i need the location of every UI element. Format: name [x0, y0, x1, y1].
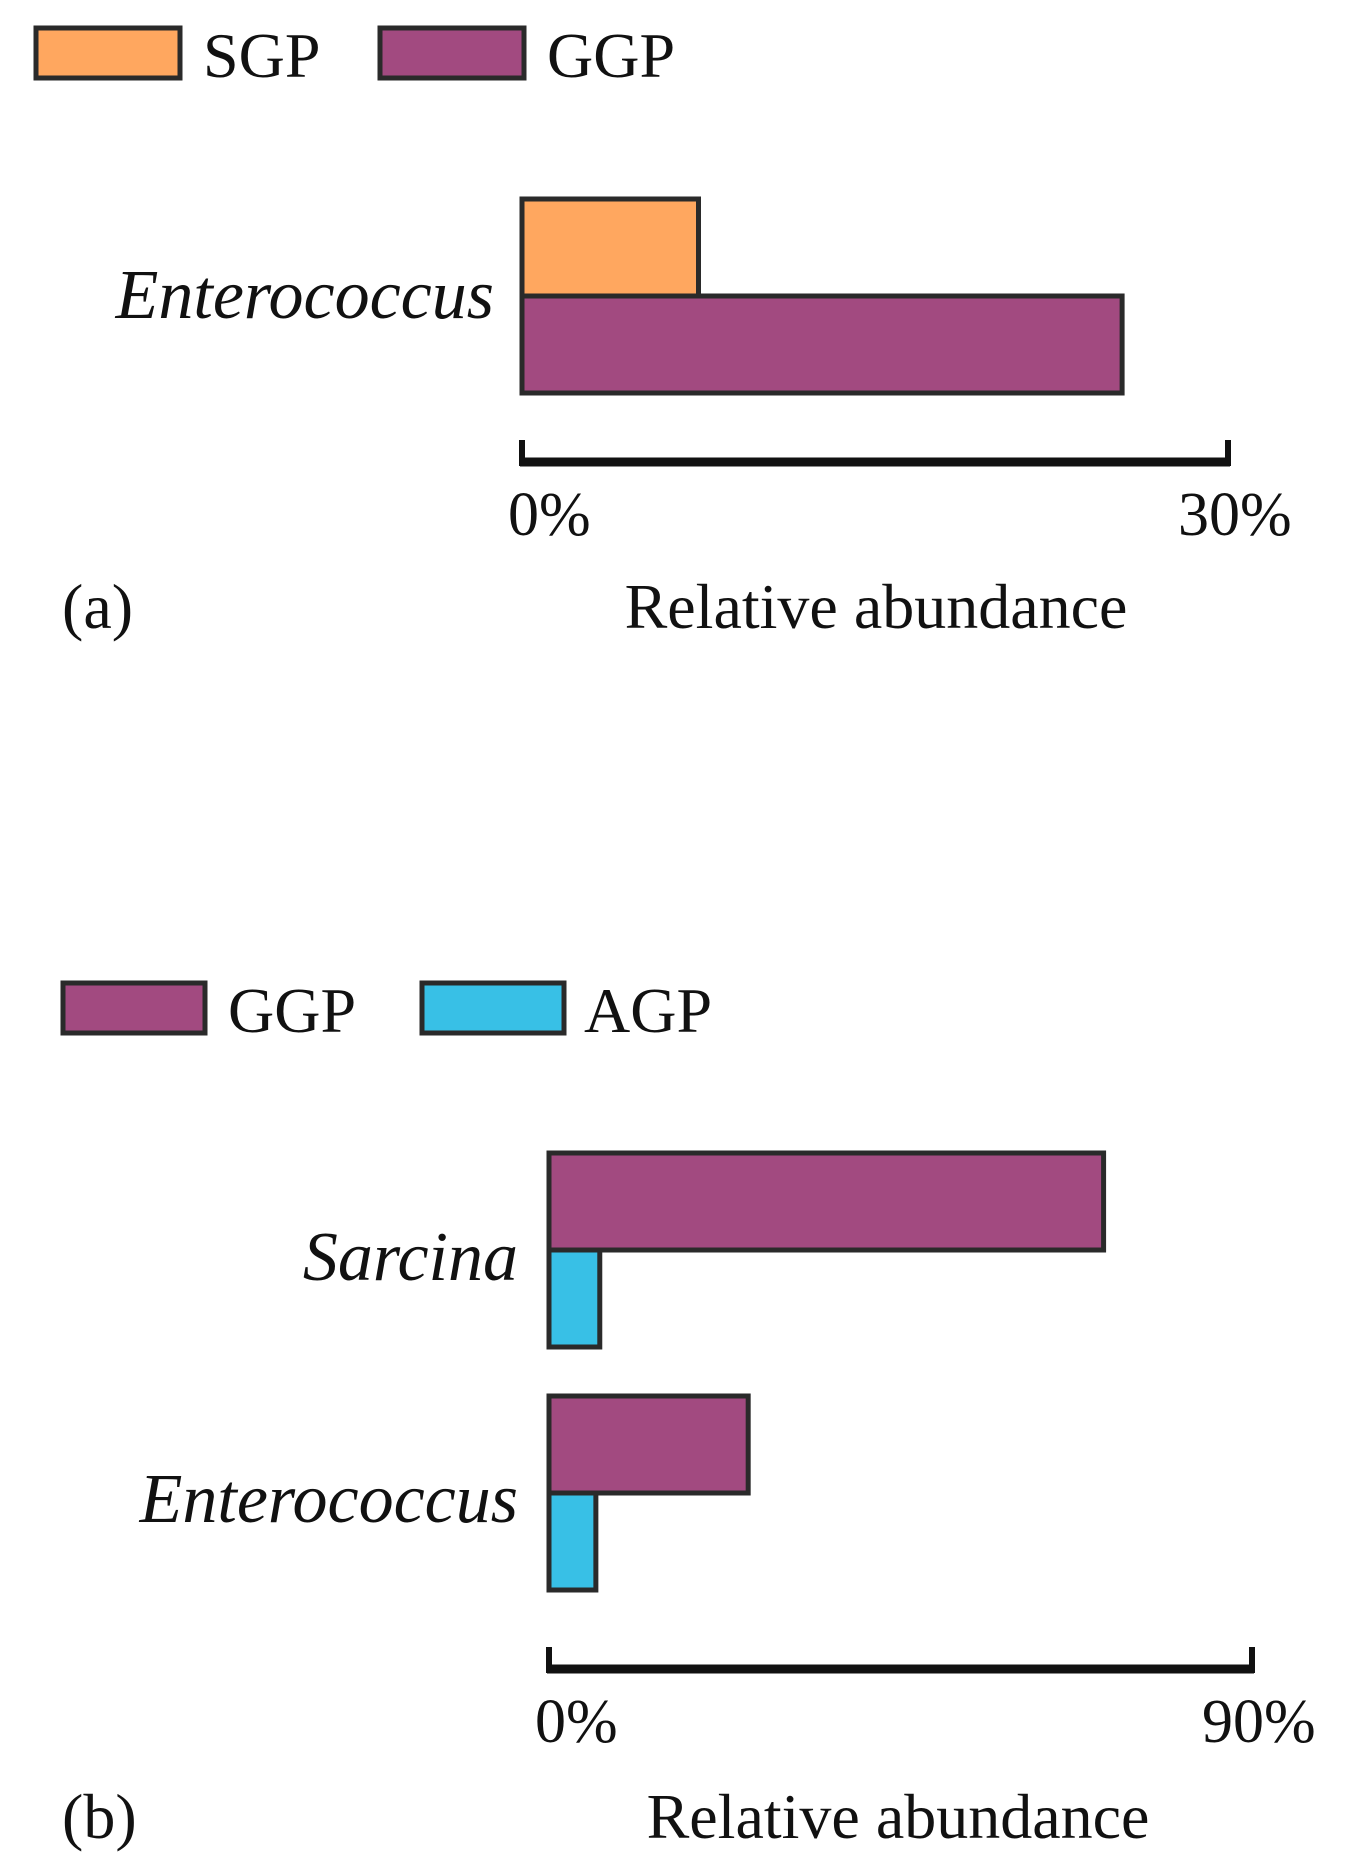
panel-a: SGP GGP Enterococcus 0% 30% (a) Relative… [33, 20, 1292, 642]
bar-a-enterococcus-sgp [519, 196, 701, 299]
legend-b-swatch-agp [419, 980, 567, 1036]
bar-a-enterococcus-ggp [519, 293, 1125, 396]
legend-b: GGP AGP [60, 975, 712, 1046]
legend-b-swatch-ggp [60, 980, 208, 1036]
tick-label-a-30: 30% [1178, 481, 1292, 549]
bar-b-enterococcus-ggp [546, 1393, 751, 1496]
bar-b-enterococcus-agp [546, 1490, 599, 1593]
category-label-a-enterococcus: Enterococcus [115, 257, 494, 334]
x-axis-a [519, 440, 1231, 467]
legend-a-label-sgp: SGP [203, 20, 320, 91]
tick-label-b-90: 90% [1202, 1688, 1316, 1756]
legend-b-label-ggp: GGP [228, 975, 356, 1046]
bar-b-sarcina-ggp [546, 1150, 1107, 1253]
legend-b-label-agp: AGP [584, 975, 712, 1046]
panel-b: GGP AGP Sarcina Enterococcus 0% 90% (b) … [60, 975, 1316, 1852]
legend-a-swatch-sgp [33, 25, 183, 81]
panel-label-a: (a) [62, 571, 133, 642]
tick-label-b-0: 0% [535, 1688, 618, 1756]
tick-label-a-0: 0% [508, 481, 591, 549]
x-axis-b [546, 1647, 1255, 1674]
x-axis-title-b: Relative abundance [647, 1781, 1150, 1852]
legend-a-swatch-ggp [377, 25, 527, 81]
bar-b-sarcina-agp [546, 1247, 603, 1350]
legend-a-label-ggp: GGP [547, 20, 675, 91]
panel-label-b: (b) [62, 1781, 137, 1852]
legend-a: SGP GGP [33, 20, 675, 91]
x-axis-title-a: Relative abundance [625, 571, 1128, 642]
category-label-b-enterococcus: Enterococcus [139, 1461, 518, 1538]
category-label-b-sarcina: Sarcina [303, 1219, 518, 1296]
